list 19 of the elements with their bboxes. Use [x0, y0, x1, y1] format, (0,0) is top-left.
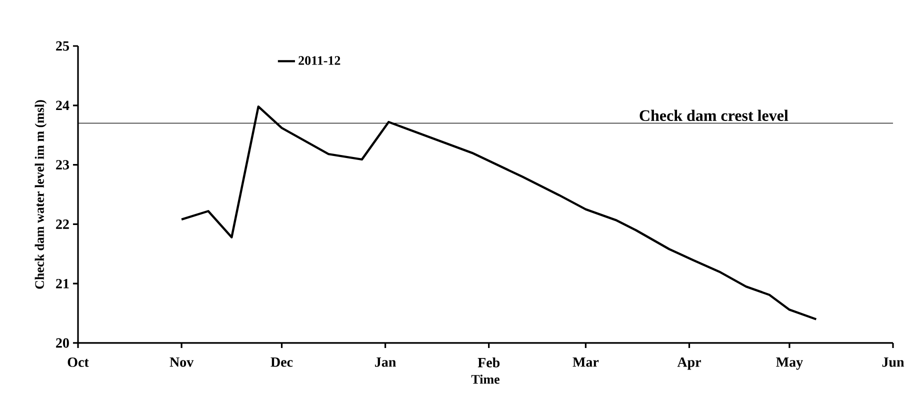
- x-tick-label: May: [776, 358, 803, 370]
- x-axis-title: Time: [471, 374, 500, 384]
- x-tick-label: Apr: [677, 358, 701, 370]
- y-tick-label: 23: [56, 160, 69, 170]
- y-tick-label: 25: [56, 41, 69, 51]
- x-tick-label: Jan: [375, 358, 396, 367]
- x-tick-label: Jun: [882, 358, 904, 367]
- y-tick-label: 22: [56, 220, 69, 229]
- y-tick-label: 20: [56, 338, 69, 348]
- y-tick-label: 21: [56, 278, 69, 288]
- x-tick-label: Mar: [572, 358, 599, 367]
- x-tick-label: Feb: [478, 358, 500, 368]
- legend-label: 2011-12: [298, 56, 340, 65]
- x-tick-label: Nov: [170, 358, 194, 367]
- x-tick-label: Dec: [270, 358, 293, 367]
- x-tick-label: Oct: [68, 358, 89, 367]
- ref-line-label: Check dam crest level: [640, 110, 788, 122]
- y-axis-title: Check dam water level im m (msl): [34, 100, 47, 289]
- y-tick-label: 24: [56, 100, 70, 110]
